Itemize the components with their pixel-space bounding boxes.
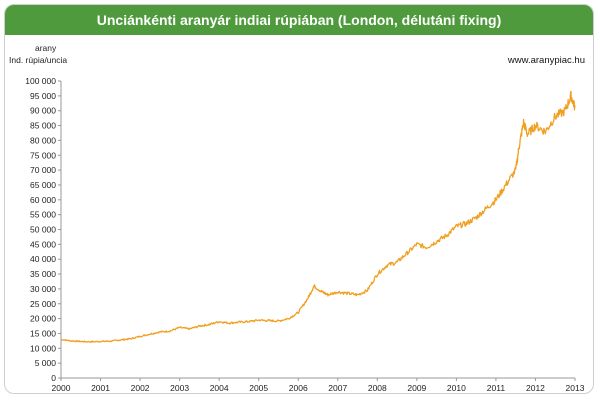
x-tick-label: 2003 (170, 383, 189, 393)
y-tick-label: 0 (51, 373, 56, 383)
x-tick-label: 2001 (91, 383, 110, 393)
x-tick-label: 2005 (249, 383, 268, 393)
x-tick-label: 2007 (328, 383, 347, 393)
y-tick-label: 80 000 (30, 135, 56, 145)
y-axis: 0 5 000 10 000 15 000 20 000 25 000 30 000 35 0… (25, 76, 62, 383)
chart-title: Unciánkénti aranyár indiai rúpiában (Lon… (96, 12, 502, 28)
y-tick-label: 45 000 (30, 239, 56, 249)
x-axis: 2000 2001 2002 2003 2004 2005 2006 2007 2008 2009… (52, 377, 585, 393)
x-tick-label: 2004 (210, 383, 229, 393)
y-tick-label: 35 000 (30, 269, 56, 279)
y-tick-label: 40 000 (30, 254, 56, 264)
x-tick-label: 2012 (526, 383, 545, 393)
chart-frame: Unciánkénti aranyár indiai rúpiában (Lon… (4, 4, 594, 394)
series-group (61, 90, 576, 343)
title-bar (5, 5, 593, 35)
x-tick-label: 2009 (407, 383, 426, 393)
y-tick-label: 25 000 (30, 299, 56, 309)
x-tick-label: 2008 (368, 383, 387, 393)
y-axis-label-line-2: Ind. rúpia/uncia (9, 55, 67, 65)
y-tick-label: 95 000 (30, 91, 56, 101)
y-tick-label: 10 000 (30, 343, 56, 353)
y-tick-label: 30 000 (30, 284, 56, 294)
x-tick-label: 2010 (447, 383, 466, 393)
y-tick-label: 60 000 (30, 195, 56, 205)
y-tick-label: 85 000 (30, 121, 56, 131)
y-tick-label: 50 000 (30, 225, 56, 235)
y-tick-label: 100 000 (25, 76, 56, 86)
y-tick-label: 90 000 (30, 106, 56, 116)
x-tick-label: 2000 (52, 383, 71, 393)
series-line-gold-price (61, 90, 576, 343)
x-tick-label: 2002 (131, 383, 150, 393)
x-tick-label: 2006 (289, 383, 308, 393)
x-tick-label: 2013 (566, 383, 585, 393)
y-tick-label: 20 000 (30, 314, 56, 324)
y-tick-label: 5 000 (35, 358, 57, 368)
source-label: www.aranypiac.hu (507, 55, 585, 66)
chart-svg: arany Ind. rúpia/uncia www.aranypiac.hu … (9, 43, 585, 393)
y-tick-label: 65 000 (30, 180, 56, 190)
y-tick-label: 55 000 (30, 210, 56, 220)
y-axis-label-line-1: arany (35, 43, 57, 53)
y-tick-label: 70 000 (30, 165, 56, 175)
y-tick-label: 15 000 (30, 328, 56, 338)
y-tick-label: 75 000 (30, 150, 56, 160)
x-tick-label: 2011 (487, 383, 506, 393)
